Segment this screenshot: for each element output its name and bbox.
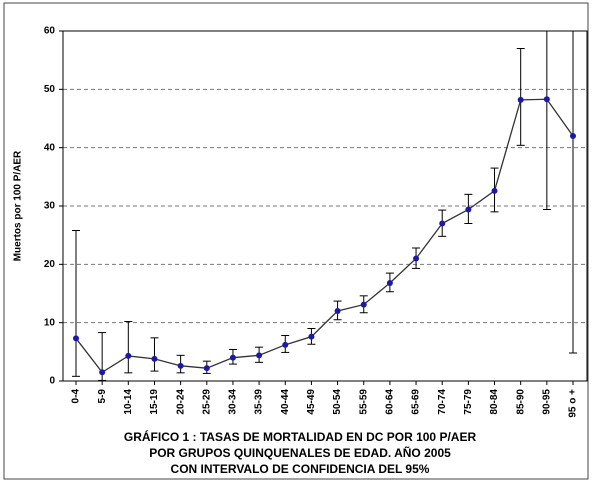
data-point: [229, 354, 236, 361]
caption: CON INTERVALO DE CONFIDENCIA DEL 95%: [171, 462, 430, 476]
y-tick-label: 50: [44, 84, 56, 95]
x-tick-label: 60-64: [385, 389, 396, 415]
error-bar: [150, 337, 159, 372]
y-tick-label: 20: [44, 259, 56, 270]
data-point: [177, 362, 184, 369]
data-point: [439, 220, 446, 227]
x-tick-label: 65-69: [411, 389, 422, 415]
x-tick-label: 5-9: [97, 389, 108, 404]
data-point: [99, 369, 106, 376]
data-point: [491, 187, 498, 194]
data-point: [386, 280, 393, 286]
data-point: [517, 96, 524, 103]
data-point: [308, 333, 315, 340]
x-tick-label: 55-59: [358, 389, 369, 415]
x-tick-label: 95 o +: [568, 389, 579, 418]
plot-frame: [62, 30, 588, 382]
x-tick-label: 15-19: [149, 389, 160, 415]
x-tick-label: 50-54: [332, 389, 343, 415]
y-tick-label: 60: [44, 26, 56, 37]
error-bar: [72, 230, 80, 377]
data-point: [413, 255, 420, 262]
y-tick-label: 10: [44, 317, 56, 328]
x-tick-label: 40-44: [280, 389, 291, 415]
y-tick-label: 30: [44, 201, 56, 212]
data-point: [151, 355, 158, 362]
x-tick-label: 0-4: [71, 389, 82, 404]
data-point: [570, 133, 576, 139]
frame: [3, 2, 589, 480]
data-point: [465, 206, 472, 213]
x-tick-label: 70-74: [437, 389, 448, 415]
data-point: [125, 352, 132, 359]
x-tick-label: 80-84: [489, 389, 500, 415]
error-bar: [542, 30, 551, 210]
data-point: [334, 308, 341, 314]
y-tick-label: 40: [44, 142, 56, 153]
data-point: [282, 341, 289, 348]
x-tick-label: 85-90: [515, 389, 526, 415]
data-point: [360, 301, 367, 308]
x-tick-label: 90-95: [541, 389, 552, 415]
data-line: [75, 98, 574, 374]
x-tick-label: 20-24: [175, 389, 186, 415]
data-point: [543, 96, 550, 103]
error-bar: [569, 30, 577, 354]
x-tick-label: 25-29: [201, 389, 212, 415]
data-point: [256, 352, 263, 359]
data-point: [203, 365, 210, 372]
x-tick-label: 35-39: [254, 389, 265, 415]
x-tick-label: 10-14: [123, 389, 134, 415]
y-tick-label: 0: [49, 376, 55, 387]
x-tick-label: 30-34: [228, 389, 239, 415]
y-axis-label: Muertos por 100 P/AER: [13, 150, 24, 261]
caption: GRÁFICO 1 : TASAS DE MORTALIDAD EN DC PO…: [124, 429, 477, 444]
x-tick-label: 45-49: [306, 389, 317, 415]
caption: POR GRUPOS QUINQUENALES DE EDAD. AÑO 200…: [149, 445, 451, 460]
error-bar: [124, 321, 133, 374]
x-tick-label: 75-79: [463, 389, 474, 415]
data-point: [73, 335, 79, 342]
